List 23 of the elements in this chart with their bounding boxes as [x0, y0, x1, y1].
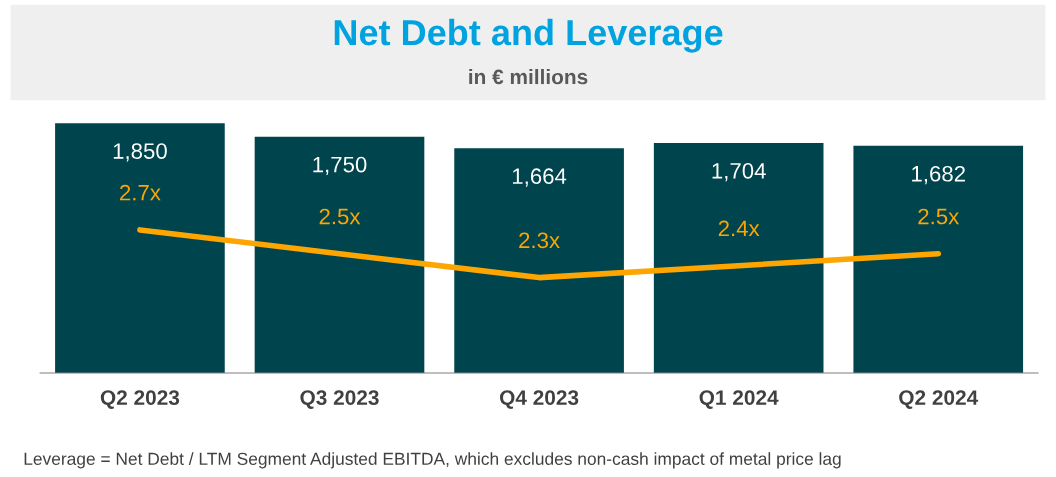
data-label: 1,664 — [512, 168, 567, 187]
data-label: 1,750 — [313, 156, 367, 176]
bar — [254, 136, 425, 374]
chart-subtitle: in € millions — [469, 68, 588, 85]
data-label: 2.3x — [519, 232, 560, 249]
data-label: 2.7x — [120, 184, 161, 201]
data-label: 1,850 — [113, 143, 167, 162]
chart-title: Net Debt and Leverage — [334, 18, 723, 53]
bar — [55, 123, 225, 374]
text: Leverage = Net Debt / LTM Segment Adjusted EBITDA, which excludes non-cash impact of metal price lag — [24, 452, 841, 469]
x-tick-label: Q1 2024 — [699, 390, 779, 409]
data-label: 1,704 — [712, 162, 766, 182]
bar — [454, 148, 624, 374]
bar — [653, 142, 824, 374]
data-label: 2.4x — [718, 220, 760, 237]
x-tick-label: Q4 2023 — [499, 390, 579, 409]
data-label: 2.5x — [918, 208, 960, 225]
x-tick-label: Q3 2023 — [300, 390, 379, 409]
x-tick-label: Q2 2023 — [100, 390, 180, 409]
data-label: 2.5x — [319, 208, 361, 225]
bar — [853, 145, 1024, 374]
data-label: 1,682 — [912, 165, 965, 185]
x-tick-label: Q2 2024 — [899, 390, 979, 409]
